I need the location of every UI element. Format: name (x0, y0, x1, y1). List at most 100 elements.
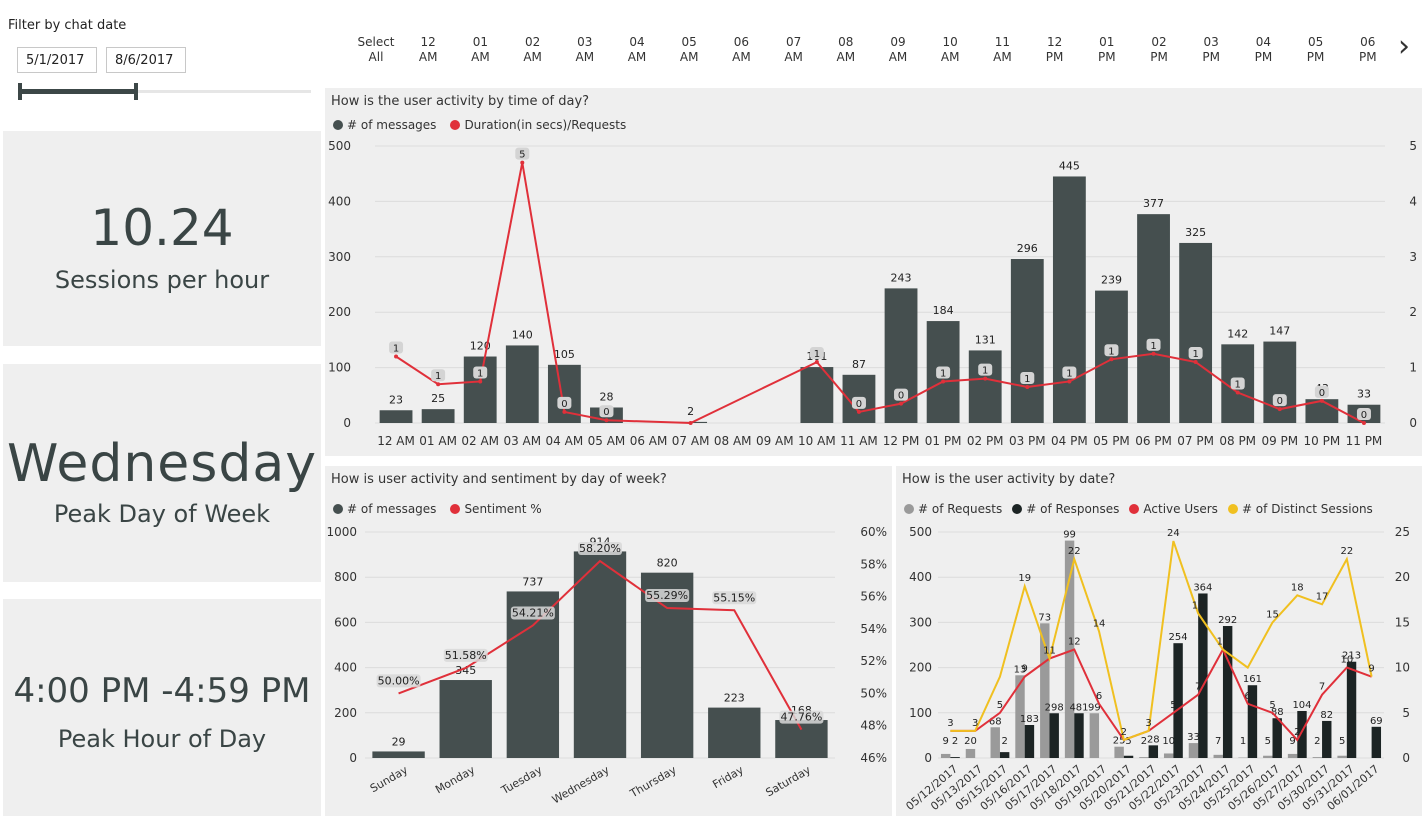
line-point (814, 360, 819, 365)
time-slicer-item[interactable]: 02 AM (523, 35, 542, 64)
x-tick-label: 10 PM (1304, 434, 1341, 448)
line-point (1109, 357, 1114, 362)
responses-bar (1173, 643, 1183, 758)
bar-data-label: 140 (512, 328, 533, 341)
bar-data-label: 99 (1088, 702, 1101, 713)
line-data-label: 1 (940, 368, 946, 379)
end-date-input[interactable]: 8/6/2017 (106, 47, 186, 73)
time-slicer-item[interactable]: 04 AM (627, 35, 647, 64)
legend-item-responses[interactable]: # of Responses (1012, 502, 1119, 516)
line-data-label: 5 (997, 700, 1003, 711)
line-label-bg (809, 347, 824, 360)
responses-bar (1222, 626, 1233, 758)
line-point (520, 160, 525, 165)
y2-tick-label: 3 (1409, 250, 1417, 264)
date-slider-end-handle[interactable] (134, 83, 138, 100)
bar-data-label: 377 (1143, 197, 1164, 210)
date-slider-range[interactable] (20, 89, 136, 94)
time-slicer-item[interactable]: 09 AM (888, 35, 908, 64)
x-tick-label: 09 AM (756, 434, 794, 448)
time-slicer-item[interactable]: 05 AM (679, 35, 699, 64)
bar-data-label: 82 (1320, 710, 1333, 721)
time-slicer-item[interactable]: 06 PM (1359, 35, 1377, 64)
y2-tick-label: 46% (860, 751, 887, 765)
bar (379, 410, 413, 423)
time-slicer-item[interactable]: 02 PM (1150, 35, 1168, 64)
x-tick-label: 08 PM (1219, 434, 1256, 448)
bar (708, 707, 761, 758)
responses-bar (1322, 720, 1332, 758)
time-slicer-item[interactable]: 06 AM (732, 35, 751, 64)
time-slicer-item[interactable]: 01 PM (1098, 35, 1116, 64)
date-slider-start-handle[interactable] (18, 83, 22, 100)
time-slicer-item[interactable]: 03 AM (575, 35, 595, 64)
time-slicer-item[interactable]: 01 AM (471, 35, 490, 64)
line-point (436, 382, 441, 387)
line-label-bg (578, 542, 622, 556)
bar (439, 680, 492, 758)
line-data-label: 0 (603, 407, 609, 418)
responses-bar (1049, 713, 1059, 758)
line-point (856, 409, 861, 414)
bar-data-label: 325 (1185, 226, 1206, 239)
line-point (1361, 421, 1366, 425)
legend-item-requests[interactable]: # of Requests (904, 502, 1002, 516)
legend-item-sessions[interactable]: # of Distinct Sessions (1227, 502, 1373, 516)
line-data-label: 1 (1066, 368, 1072, 379)
y2-tick-label: 58% (860, 557, 887, 571)
time-slicer-item[interactable]: 05 PM (1306, 35, 1325, 64)
y2-tick-label: 50% (860, 686, 887, 700)
line-label-bg (1062, 366, 1077, 379)
bar-data-label: 239 (1101, 274, 1122, 287)
line-label-bg (712, 591, 757, 605)
kpi-label: Sessions per hour (54, 266, 270, 294)
date-slider-track[interactable] (18, 90, 311, 93)
time-slicer-item[interactable]: 08 AM (836, 35, 856, 64)
line-data-label: 16 (1192, 600, 1205, 611)
line-data-label: 3 (972, 718, 978, 729)
line-data-label: 18 (1291, 582, 1304, 593)
bar-data-label: 292 (1218, 615, 1237, 626)
bar-data-label: 2 (1314, 736, 1320, 747)
active-users-line (950, 647, 1372, 742)
bar-data-label: 184 (933, 304, 954, 317)
legend-item-messages[interactable]: # of messages (333, 118, 436, 132)
time-slicer-item[interactable]: 07 AM (784, 35, 803, 64)
bar (505, 345, 539, 423)
y2-tick-label: 10 (1395, 661, 1410, 675)
chevron-right-icon[interactable]: › (1398, 29, 1410, 64)
time-slicer-item[interactable]: 12 PM (1045, 35, 1064, 64)
y2-tick-label: 60% (860, 525, 887, 539)
time-slicer-item[interactable]: 04 PM (1254, 35, 1273, 64)
legend-item-sentiment[interactable]: Sentiment % (450, 502, 542, 516)
line-label-bg (645, 589, 690, 603)
y-tick-label: 100 (909, 706, 932, 720)
start-date-input[interactable]: 5/1/2017 (17, 47, 97, 73)
bar-data-label: 33 (1357, 388, 1371, 401)
x-tick-label: 04 AM (546, 434, 584, 448)
time-slicer-item[interactable]: 11 AM (993, 35, 1012, 64)
chart-legend: # of Requests # of Responses Active User… (904, 502, 1373, 516)
bar (1052, 176, 1086, 423)
time-slicer-item[interactable]: 03 PM (1202, 35, 1220, 64)
bar-data-label: 87 (852, 358, 866, 371)
line-data-label: 1 (1235, 380, 1241, 391)
y-tick-label: 300 (328, 250, 351, 264)
line-label-bg (978, 363, 993, 376)
requests-bar (990, 727, 1000, 758)
sentiment-line (398, 559, 803, 731)
time-slicer-item[interactable]: 12 AM (418, 35, 438, 64)
kpi-value: 10.24 (90, 199, 234, 257)
x-tick-label: Wednesday (550, 763, 612, 806)
kpi-card-sessions: 10.24 Sessions per hour (3, 131, 321, 346)
legend-item-active-users[interactable]: Active Users (1129, 502, 1218, 516)
time-slicer-item[interactable]: Select All (357, 35, 395, 64)
legend-item-messages[interactable]: # of messages (333, 502, 436, 516)
time-slicer-item[interactable]: 10 AM (940, 35, 960, 64)
line-label-bg (443, 648, 488, 662)
line-point (1151, 351, 1156, 356)
line-label-bg (515, 147, 530, 160)
requests-bar (965, 748, 976, 758)
day-of-week-chart-svg: 1000 800 600 400 200 0 60% 58% 56% 54% 52% 50% 48% 46… (326, 525, 887, 806)
legend-item-duration[interactable]: Duration(in secs)/Requests (450, 118, 626, 132)
